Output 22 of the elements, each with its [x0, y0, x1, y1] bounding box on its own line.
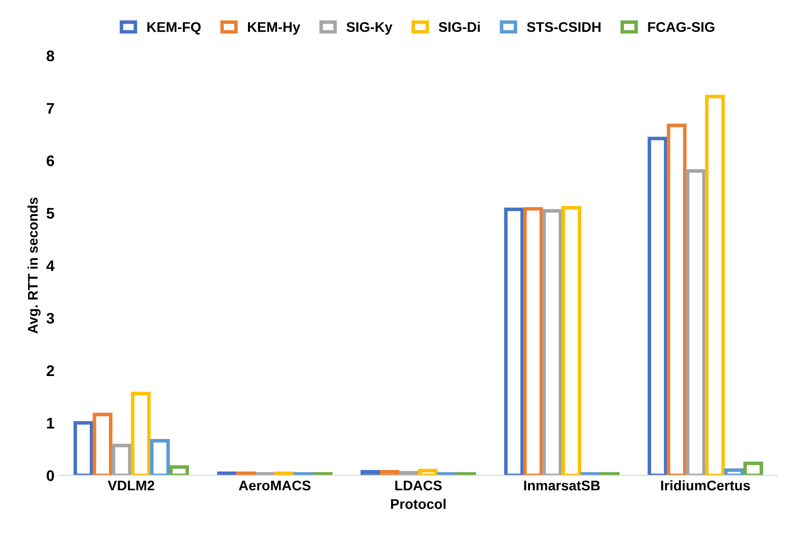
y-tick-label: 6 [46, 155, 54, 166]
legend-label: KEM-Hy [248, 22, 300, 35]
x-tick-label: InmarsatSB [524, 480, 600, 490]
y-tick-label: 3 [46, 312, 54, 324]
legend-label: SIG-Di [438, 22, 480, 32]
legend-label: FCAG-SIG [648, 22, 714, 32]
legend-label: STS-CSIDH [526, 22, 600, 32]
y-tick-label: 5 [46, 208, 54, 219]
y-axis-title: Avg. RTT in seconds [28, 198, 41, 334]
x-tick-label: AeroMACS [238, 480, 310, 490]
y-tick-label: 7 [46, 103, 54, 114]
legend-label: KEM-FQ [147, 22, 201, 35]
x-tick-label: LDACS [395, 480, 442, 490]
y-tick-label: 1 [47, 418, 54, 428]
legend-label: SIG-Ky [346, 22, 392, 35]
x-tick-label: IridiumCertus [661, 480, 750, 490]
y-tick-label: 4 [46, 260, 55, 272]
x-axis-title: Protocol [391, 498, 446, 509]
y-tick-label: 2 [46, 365, 54, 376]
x-tick-label: VDLM2 [108, 480, 154, 490]
y-tick-label: 0 [46, 470, 54, 482]
y-tick-label: 8 [46, 50, 54, 62]
